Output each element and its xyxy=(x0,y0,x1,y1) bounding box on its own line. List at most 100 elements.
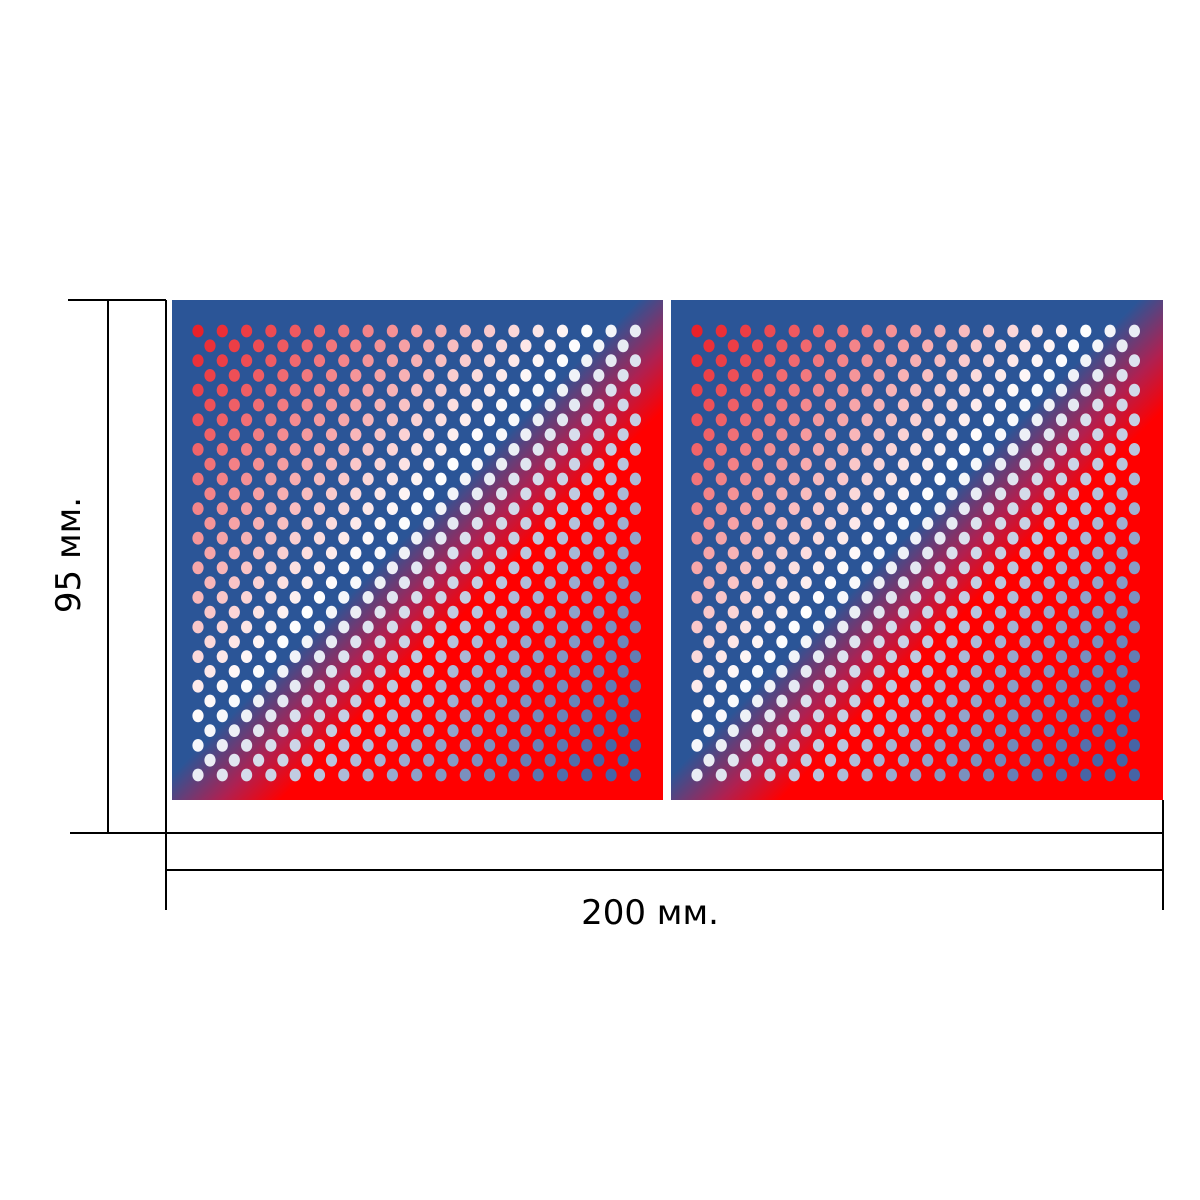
perforation xyxy=(386,443,398,456)
perforation xyxy=(216,591,228,604)
perforation xyxy=(447,369,459,382)
perforation xyxy=(861,324,873,338)
perforation xyxy=(1116,694,1128,708)
perforation xyxy=(922,605,934,619)
perforation xyxy=(617,517,629,530)
perforation xyxy=(873,635,885,649)
perforation xyxy=(776,753,788,767)
perforation xyxy=(496,665,508,678)
perforation xyxy=(1007,354,1019,367)
perforation xyxy=(934,650,946,663)
perforation xyxy=(325,457,338,471)
perforation xyxy=(983,443,995,456)
perforation xyxy=(849,665,861,678)
perforation xyxy=(885,739,898,752)
perforation xyxy=(228,635,240,649)
perforation xyxy=(581,709,593,723)
perforation xyxy=(1067,724,1080,737)
perforation xyxy=(970,576,982,589)
perforation xyxy=(362,768,374,782)
perforation xyxy=(265,709,277,723)
perforation xyxy=(958,679,970,693)
perforation xyxy=(703,546,715,560)
perforation xyxy=(423,546,435,560)
perforation xyxy=(338,620,350,634)
perforation xyxy=(556,413,569,427)
perforation xyxy=(617,428,629,441)
perforation xyxy=(241,472,253,486)
perforation xyxy=(471,517,483,530)
perforation xyxy=(593,428,605,441)
perforation xyxy=(958,561,970,575)
perforation xyxy=(1080,383,1092,397)
perforation xyxy=(265,354,277,367)
perforation xyxy=(350,487,362,501)
perforation xyxy=(228,546,240,560)
perforation xyxy=(556,620,569,634)
perforation xyxy=(837,413,849,427)
perforation xyxy=(447,724,459,737)
perforation xyxy=(1104,443,1116,456)
perforation xyxy=(849,576,861,589)
perforation xyxy=(471,487,483,501)
perforation xyxy=(983,768,995,782)
perforation xyxy=(228,398,240,412)
perforation xyxy=(1128,354,1140,367)
perforation xyxy=(703,369,715,382)
perforation xyxy=(740,502,752,515)
perforation xyxy=(691,502,703,515)
perforation xyxy=(1031,561,1043,575)
perforation xyxy=(374,546,386,560)
perforation xyxy=(435,383,447,397)
perforation xyxy=(435,443,447,456)
perforation xyxy=(934,531,946,545)
perforation xyxy=(861,650,873,663)
perforation xyxy=(301,546,313,560)
perforation xyxy=(946,635,958,649)
perforation xyxy=(934,709,946,723)
perforation xyxy=(764,679,776,693)
perforation xyxy=(715,679,727,693)
perforation xyxy=(386,709,398,723)
perforation xyxy=(873,487,885,501)
perforation xyxy=(241,354,253,367)
perforation xyxy=(581,620,593,634)
perforation xyxy=(1067,428,1080,441)
perforation xyxy=(325,635,338,649)
perforation xyxy=(715,502,727,515)
perforation xyxy=(216,531,228,545)
perforation xyxy=(228,724,240,737)
perforation xyxy=(934,739,946,752)
perforation xyxy=(277,694,289,708)
perforation xyxy=(897,457,910,471)
perforation xyxy=(788,591,800,604)
perforation xyxy=(520,546,532,560)
perforation xyxy=(362,709,374,723)
perforation xyxy=(508,620,520,634)
perforation xyxy=(885,472,898,486)
perforation xyxy=(1043,753,1055,767)
perforation xyxy=(265,531,277,545)
perforation xyxy=(897,605,910,619)
perforation xyxy=(995,665,1007,678)
perforation xyxy=(496,398,508,412)
perforation xyxy=(277,665,289,678)
perforation xyxy=(532,768,544,782)
perforation xyxy=(1007,383,1019,397)
perforation xyxy=(922,724,934,737)
perforation xyxy=(411,620,423,634)
perforation xyxy=(338,472,350,486)
perforation xyxy=(313,413,326,427)
perforation xyxy=(995,369,1007,382)
perforation xyxy=(459,502,471,515)
perforation xyxy=(776,339,788,353)
perforation xyxy=(1092,428,1104,441)
perforation xyxy=(703,457,715,471)
perforation xyxy=(715,561,727,575)
perforation xyxy=(812,531,825,545)
perforation xyxy=(740,679,752,693)
perforation xyxy=(484,650,496,663)
perforation xyxy=(885,620,898,634)
perforation xyxy=(824,753,837,767)
perforation xyxy=(265,472,277,486)
